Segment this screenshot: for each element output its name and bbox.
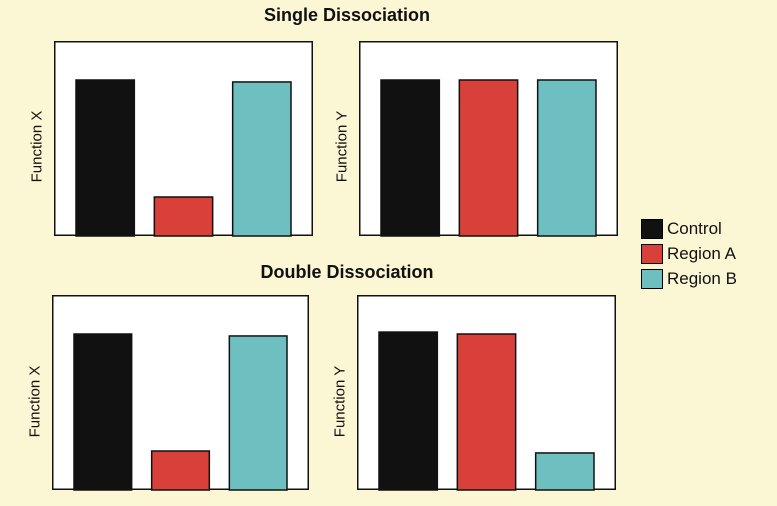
bar-region-a — [153, 196, 214, 237]
ylabel-single-function-y: Function Y — [333, 110, 351, 183]
ylabel-single-function-x: Function X — [28, 110, 46, 183]
single-dissociation-title: Single Dissociation — [263, 5, 431, 25]
bar-region-b — [228, 335, 288, 491]
legend-label-region-b: Region B — [667, 268, 737, 288]
ylabel-double-function-y: Function Y — [331, 365, 349, 438]
bar-control — [380, 79, 441, 237]
double-dissociation-title: Double Dissociation — [260, 262, 434, 282]
legend-item-region-b: Region B — [641, 266, 737, 291]
legend-item-region-a: Region A — [641, 241, 737, 266]
chart-double-function-x — [52, 295, 309, 491]
chart-single-function-y — [359, 41, 618, 237]
legend-item-control: Control — [641, 216, 737, 241]
legend-swatch-control — [641, 218, 663, 239]
ylabel-double-function-x: Function X — [26, 365, 44, 438]
bar-region-b — [231, 81, 292, 237]
legend: Control Region A Region B — [641, 216, 737, 291]
chart-double-function-y — [357, 295, 616, 491]
chart-single-function-x — [54, 41, 313, 237]
panel-double-function-x — [52, 295, 309, 491]
panel-single-function-y — [359, 41, 618, 237]
bar-control — [73, 333, 133, 491]
bar-region-a — [456, 333, 517, 491]
panel-single-function-x — [54, 41, 313, 237]
legend-swatch-region-a — [641, 243, 663, 264]
bar-region-b — [536, 79, 597, 237]
bar-region-a — [150, 450, 211, 491]
bar-region-b — [534, 452, 595, 491]
legend-label-region-a: Region A — [667, 243, 736, 263]
panel-double-function-y — [357, 295, 616, 491]
legend-swatch-region-b — [641, 268, 663, 289]
bar-region-a — [458, 79, 519, 237]
bar-control — [75, 79, 136, 237]
legend-label-control: Control — [667, 218, 722, 238]
bar-control — [378, 331, 439, 491]
